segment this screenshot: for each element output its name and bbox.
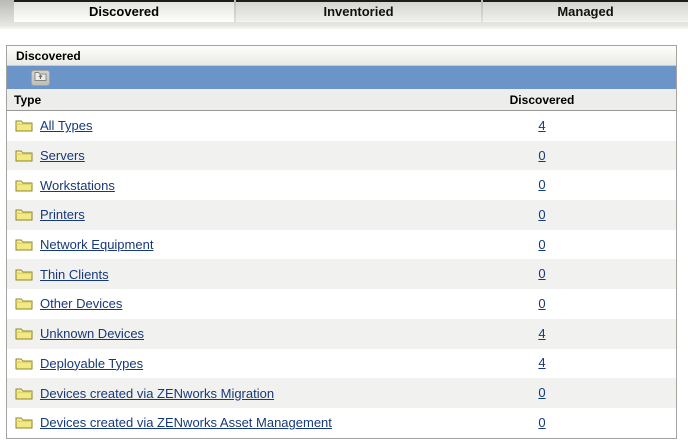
type-cell: All Types <box>7 118 408 133</box>
folder-up-button[interactable] <box>31 69 50 87</box>
type-cell: Printers <box>7 207 408 222</box>
count-cell: 0 <box>408 206 676 224</box>
column-header-type: Type <box>14 92 42 107</box>
count-link[interactable]: 4 <box>538 325 546 341</box>
count-link[interactable]: 0 <box>538 206 546 222</box>
type-cell: Other Devices <box>7 296 408 311</box>
type-cell: Servers <box>7 148 408 163</box>
type-cell: Devices created via ZENworks Asset Manag… <box>7 415 408 430</box>
count-cell: 0 <box>408 147 676 165</box>
type-link[interactable]: Workstations <box>40 177 115 193</box>
table-row: Devices created via ZENworks Asset Manag… <box>7 407 676 438</box>
folder-icon <box>15 149 33 162</box>
folder-up-icon <box>34 69 47 87</box>
count-link[interactable]: 0 <box>538 295 546 311</box>
table-row: Deployable Types 4 <box>7 348 676 379</box>
type-table: All Types 4 Servers 0 <box>7 111 676 438</box>
table-row: Thin Clients 0 <box>7 259 676 290</box>
count-link[interactable]: 0 <box>538 236 546 252</box>
type-link[interactable]: Servers <box>40 148 85 164</box>
count-link[interactable]: 0 <box>538 414 546 430</box>
type-link[interactable]: Devices created via ZENworks Asset Manag… <box>40 415 332 431</box>
type-link[interactable]: Thin Clients <box>40 266 109 282</box>
folder-icon <box>15 268 33 281</box>
type-cell: Unknown Devices <box>7 326 408 341</box>
tab-discovered-label: Discovered <box>88 4 160 19</box>
tab-inventoried[interactable]: Inventoried <box>236 0 481 22</box>
table-row: Servers 0 <box>7 140 676 171</box>
type-cell: Workstations <box>7 178 408 193</box>
discovered-panel: Discovered Type Discovered A <box>6 45 677 439</box>
tab-discovered[interactable]: Discovered <box>14 0 234 22</box>
count-link[interactable]: 0 <box>538 177 546 193</box>
type-link[interactable]: Printers <box>40 207 85 223</box>
count-cell: 0 <box>408 265 676 283</box>
table-row: Other Devices 0 <box>7 289 676 319</box>
type-link[interactable]: All Types <box>40 118 93 134</box>
panel-header: Discovered <box>7 46 676 65</box>
count-link[interactable]: 4 <box>538 355 546 371</box>
type-link[interactable]: Other Devices <box>40 296 123 312</box>
type-link[interactable]: Deployable Types <box>40 355 144 371</box>
table-row: Workstations 0 <box>7 170 676 201</box>
panel-title: Discovered <box>16 48 81 63</box>
tab-strip: Discovered Inventoried Managed <box>14 0 688 22</box>
folder-icon <box>15 387 33 400</box>
column-header-discovered: Discovered <box>509 92 575 107</box>
tab-managed[interactable]: Managed <box>483 0 688 22</box>
folder-icon <box>15 416 33 429</box>
tab-managed-label: Managed <box>557 4 614 19</box>
type-cell: Network Equipment <box>7 237 408 252</box>
type-link[interactable]: Unknown Devices <box>40 326 145 342</box>
type-cell: Deployable Types <box>7 356 408 371</box>
table-row: Unknown Devices 4 <box>7 318 676 349</box>
count-cell: 4 <box>408 117 676 135</box>
type-link[interactable]: Devices created via ZENworks Migration <box>40 385 275 401</box>
folder-icon <box>15 238 33 251</box>
type-cell: Devices created via ZENworks Migration <box>7 386 408 401</box>
count-link[interactable]: 0 <box>538 147 546 163</box>
folder-icon <box>15 297 33 310</box>
count-link[interactable]: 0 <box>538 385 546 401</box>
folder-icon <box>15 208 33 221</box>
count-cell: 4 <box>408 354 676 372</box>
tab-inventoried-label: Inventoried <box>323 4 394 19</box>
type-link[interactable]: Network Equipment <box>40 237 154 253</box>
table-row: Devices created via ZENworks Migration 0 <box>7 378 676 408</box>
count-link[interactable]: 0 <box>538 266 546 282</box>
folder-icon <box>15 119 33 132</box>
toolbar <box>7 65 676 89</box>
count-cell: 0 <box>408 414 676 432</box>
count-cell: 0 <box>408 295 676 313</box>
table-header-row: Type Discovered <box>7 89 676 111</box>
table-row: Network Equipment 0 <box>7 229 676 260</box>
type-cell: Thin Clients <box>7 267 408 282</box>
count-cell: 0 <box>408 236 676 254</box>
folder-icon <box>15 327 33 340</box>
table-row: Printers 0 <box>7 200 676 230</box>
count-cell: 0 <box>408 176 676 194</box>
count-link[interactable]: 4 <box>538 117 546 133</box>
count-cell: 4 <box>408 325 676 343</box>
count-cell: 0 <box>408 384 676 402</box>
folder-icon <box>15 357 33 370</box>
table-row: All Types 4 <box>7 111 676 141</box>
folder-icon <box>15 179 33 192</box>
tab-band: Discovered Inventoried Managed <box>0 0 688 29</box>
